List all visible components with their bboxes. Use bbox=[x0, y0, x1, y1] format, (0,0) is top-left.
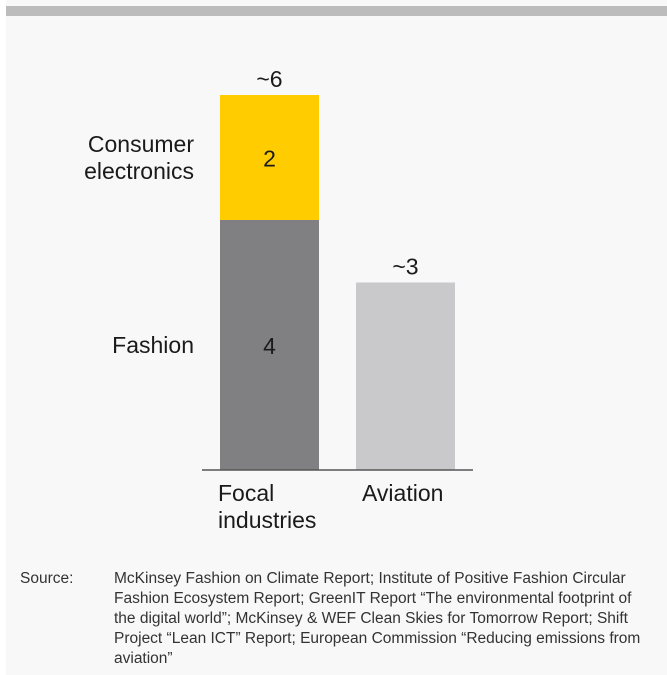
data-label-fashion: 4 bbox=[263, 333, 276, 359]
source-label: Source: bbox=[20, 570, 74, 587]
top-rule bbox=[6, 6, 667, 16]
total-label: ~3 bbox=[392, 254, 418, 280]
category-label: Focal bbox=[218, 480, 274, 506]
source-text: McKinsey Fashion on Climate Report; Inst… bbox=[114, 570, 641, 667]
data-label-consumer-electronics: 2 bbox=[263, 146, 276, 172]
bar-aviation bbox=[356, 282, 455, 470]
bar-consumer-electronics bbox=[220, 95, 319, 220]
category-label: Aviation bbox=[362, 480, 443, 506]
category-label: industries bbox=[218, 507, 316, 533]
total-label: ~6 bbox=[256, 66, 282, 92]
series-label-consumer-electronics: Consumer bbox=[88, 131, 194, 157]
series-label-consumer-electronics: electronics bbox=[84, 158, 194, 184]
series-label-fashion: Fashion bbox=[112, 332, 194, 358]
bar-fashion bbox=[220, 220, 319, 470]
figure-panel bbox=[6, 0, 667, 675]
